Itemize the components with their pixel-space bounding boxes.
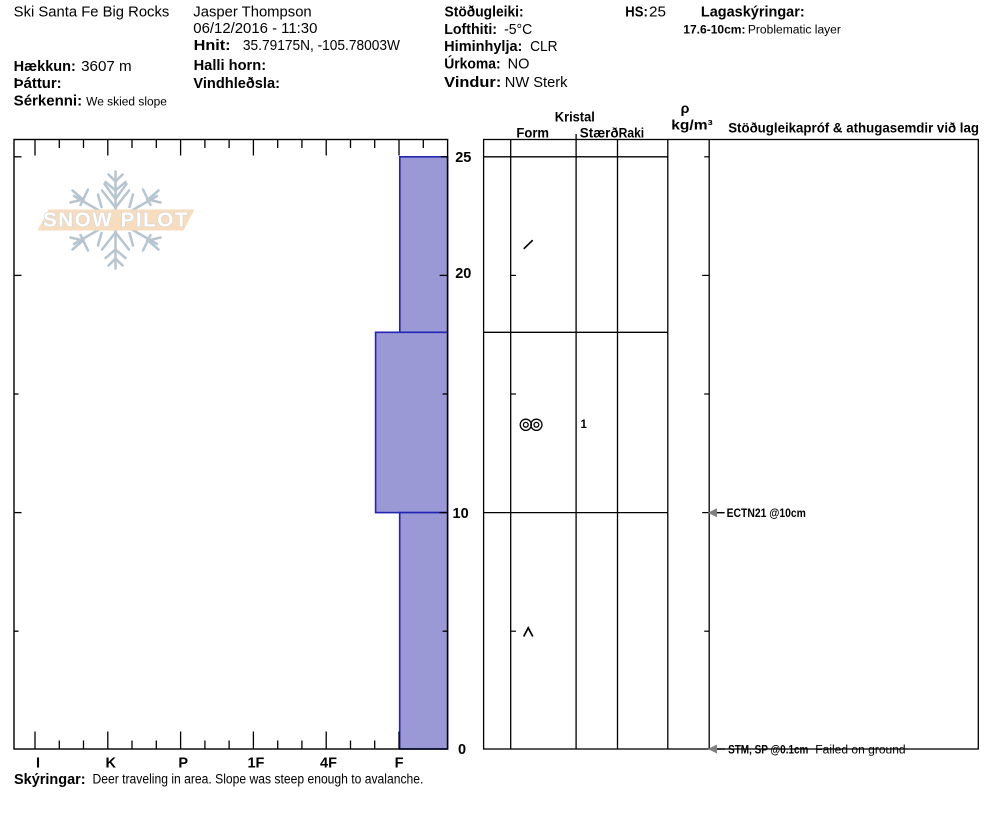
svg-text:STM, SP @0.1cm: STM, SP @0.1cm <box>728 744 808 756</box>
svg-text:Lagaskýringar:: Lagaskýringar: <box>701 4 805 20</box>
svg-text:Stöðugleiki:: Stöðugleiki: <box>445 4 524 20</box>
svg-text:ρ: ρ <box>681 101 690 117</box>
svg-text:06/12/2016 - 11:30: 06/12/2016 - 11:30 <box>193 21 317 37</box>
svg-text:17.6-10cm:: 17.6-10cm: <box>683 25 745 37</box>
svg-text:Hækkun:: Hækkun: <box>14 59 76 75</box>
svg-text:Failed on ground: Failed on ground <box>815 743 905 757</box>
svg-text:HS:: HS: <box>625 4 648 20</box>
svg-text:Sérkenni:: Sérkenni: <box>14 93 82 109</box>
svg-text:Vindur:: Vindur: <box>444 75 501 91</box>
svg-text:Vindhleðsla:: Vindhleðsla: <box>193 76 280 92</box>
svg-text:Úrkoma:: Úrkoma: <box>444 55 500 73</box>
svg-text:4F: 4F <box>320 756 337 772</box>
svg-text:20: 20 <box>455 266 471 282</box>
svg-text:K: K <box>106 756 117 772</box>
svg-text:CLR: CLR <box>530 39 558 55</box>
svg-text:Himinhylja:: Himinhylja: <box>444 39 522 55</box>
svg-text:3607 m: 3607 m <box>81 59 132 75</box>
svg-text:25: 25 <box>649 4 666 20</box>
svg-text:10: 10 <box>453 506 469 522</box>
svg-text:SNOW PILOT: SNOW PILOT <box>43 210 189 232</box>
svg-text:Stöðugleikapróf & athugasemdir: Stöðugleikapróf & athugasemdir við lag <box>728 120 979 136</box>
svg-text:Skýringar:: Skýringar: <box>14 772 86 788</box>
svg-text:Raki: Raki <box>619 126 645 142</box>
svg-text:Kristal: Kristal <box>555 110 595 126</box>
svg-text:Ski Santa Fe Big Rocks: Ski Santa Fe Big Rocks <box>14 4 170 20</box>
svg-text:I: I <box>36 756 40 772</box>
svg-text:Form: Form <box>516 126 549 142</box>
svg-text:F: F <box>395 756 404 772</box>
svg-text:We skied slope: We skied slope <box>86 96 167 108</box>
svg-text:Stærð: Stærð <box>580 126 619 142</box>
svg-text:Problematic layer: Problematic layer <box>748 25 841 37</box>
svg-text:Deer traveling in area. Slope: Deer traveling in area. Slope was steep … <box>93 771 424 786</box>
svg-text:ECTN21 @10cm: ECTN21 @10cm <box>727 508 806 520</box>
svg-text:Þáttur:: Þáttur: <box>14 76 62 92</box>
svg-text:1: 1 <box>581 419 588 431</box>
svg-text:35.79175N, -105.78003W: 35.79175N, -105.78003W <box>243 38 400 54</box>
svg-text:NW Sterk: NW Sterk <box>505 75 569 91</box>
svg-text:Hnit:: Hnit: <box>194 38 231 54</box>
svg-text:kg/m³: kg/m³ <box>671 117 713 132</box>
svg-text:25: 25 <box>455 150 471 166</box>
svg-text:Lofthiti:: Lofthiti: <box>444 22 497 38</box>
svg-text:Jasper Thompson: Jasper Thompson <box>193 4 311 20</box>
svg-text:P: P <box>178 756 188 772</box>
svg-text:NO: NO <box>508 57 530 73</box>
svg-text:1F: 1F <box>247 756 264 772</box>
svg-text:Halli horn:: Halli horn: <box>194 58 267 74</box>
svg-text:-5°C: -5°C <box>504 22 532 38</box>
svg-text:0: 0 <box>458 742 466 758</box>
